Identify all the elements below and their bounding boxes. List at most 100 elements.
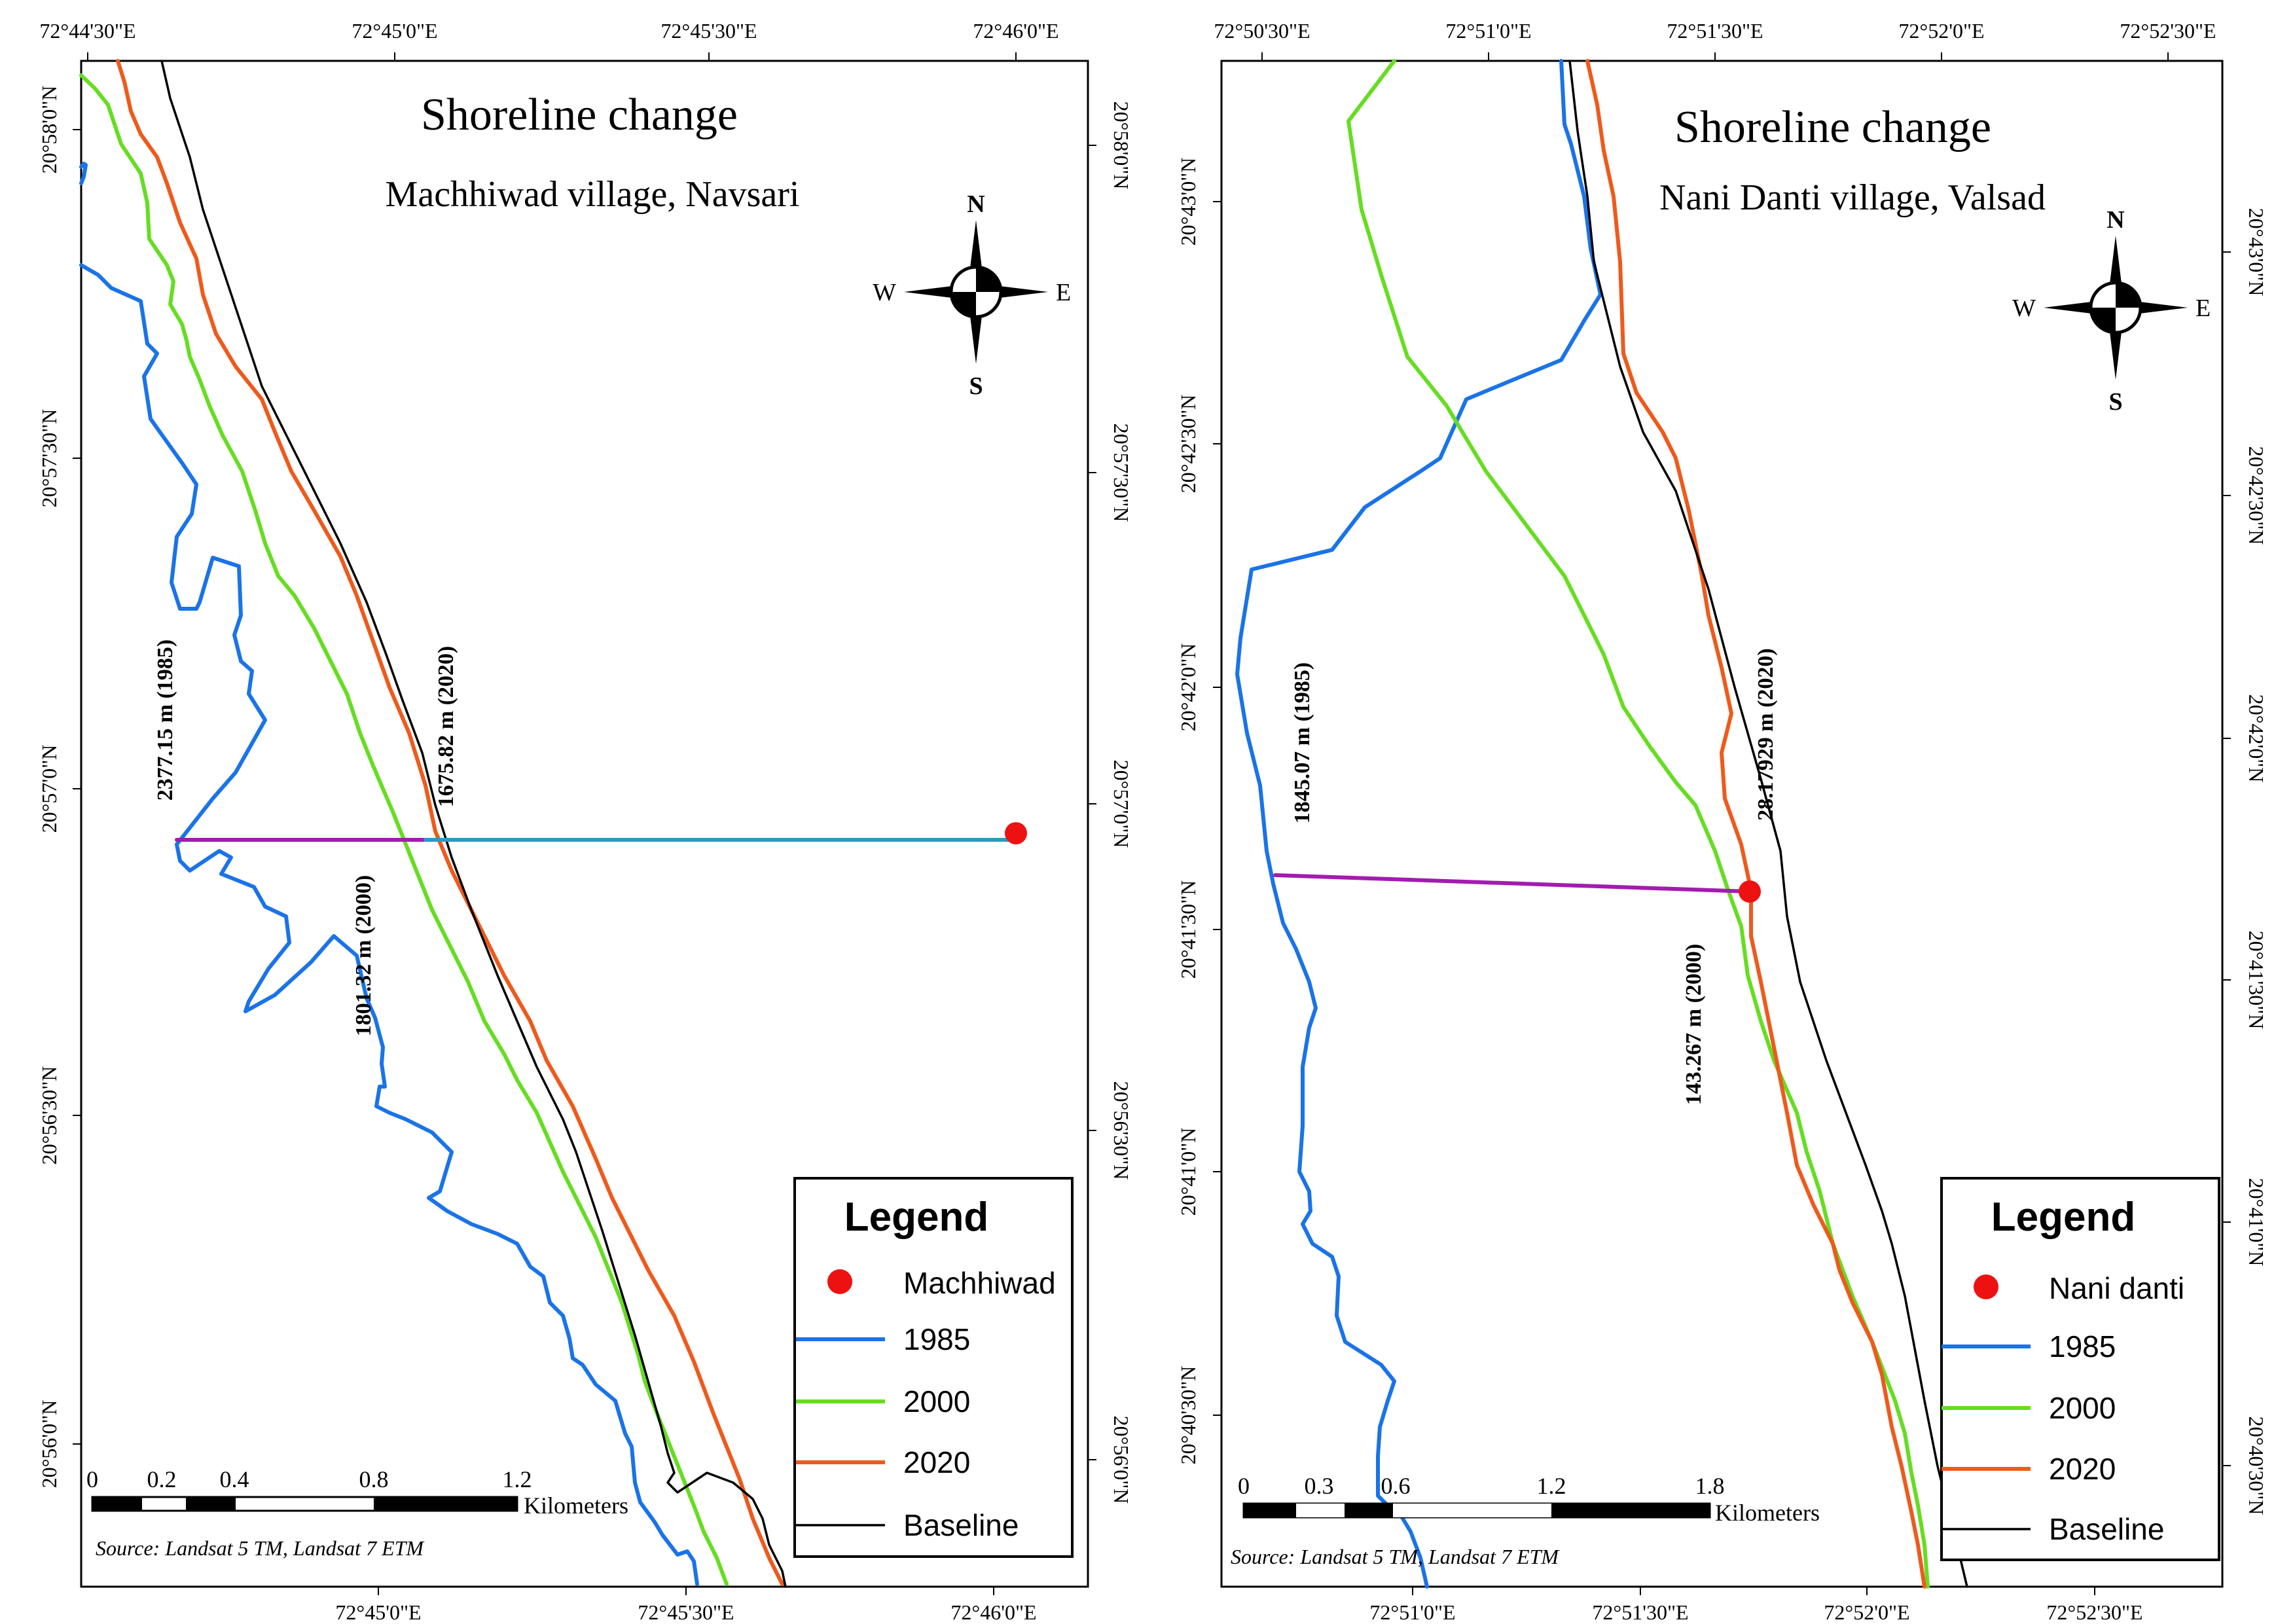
- left-lat-tick: 20°57'30"N: [37, 409, 61, 508]
- right-scale-tick: 0.6: [1381, 1473, 1411, 1499]
- compass-label-n: N: [967, 190, 985, 218]
- right-distance-2000: 143.267 m (2000): [1682, 944, 1706, 1105]
- right-legend: Legend Nani danti 1985 2000 2020 Baselin…: [1940, 1177, 2220, 1561]
- left-top-tick: 72°45'0"E: [352, 19, 437, 43]
- compass-label-s: S: [2108, 388, 2122, 416]
- right-bottom-tick: 72°52'0"E: [1824, 1600, 1909, 1624]
- machhiwad-point: [1005, 822, 1027, 844]
- right-lat-tick-right: 20°41'30"N: [2245, 931, 2268, 1030]
- right-lat-tick-right: 20°41'0"N: [2245, 1178, 2268, 1267]
- left-distance-1985: 2377.15 m (1985): [153, 640, 177, 801]
- right-lat-tick: 20°40'30"N: [1176, 1366, 1200, 1465]
- left-bottom-tick: 72°45'30"E: [638, 1600, 734, 1624]
- left-tick-marks: [73, 52, 1096, 1595]
- right-bottom-tick: 72°51'0"E: [1369, 1600, 1455, 1624]
- right-bottom-tick: 72°51'30"E: [1592, 1600, 1688, 1624]
- left-scale-unit: Kilometers: [524, 1492, 628, 1519]
- right-tick-marks: [1213, 52, 2231, 1595]
- right-lat-tick: 20°43'0"N: [1176, 158, 1200, 246]
- right-legend-2020-label: 2020: [2049, 1452, 2116, 1486]
- right-top-tick: 72°52'30"E: [2120, 19, 2216, 43]
- left-north-arrow: N S E W: [873, 190, 1071, 400]
- left-bottom-tick: 72°45'0"E: [335, 1600, 421, 1624]
- left-lat-tick: 20°56'30"N: [37, 1066, 61, 1165]
- left-lat-tick: 20°57'0"N: [37, 745, 61, 833]
- compass-label-s: S: [969, 372, 983, 400]
- left-lat-tick-right: 20°57'30"N: [1110, 424, 1133, 522]
- right-top-tick: 72°50'30"E: [1214, 19, 1310, 43]
- left-distance-2020: 1675.82 m (2020): [434, 646, 458, 807]
- right-map: 72°50'30"E 72°51'0"E 72°51'30"E 72°52'0"…: [1176, 19, 2268, 1624]
- left-legend-title: Legend: [844, 1195, 988, 1240]
- right-bottom-tick: 72°52'30"E: [2046, 1600, 2142, 1624]
- right-top-tick: 72°52'0"E: [1898, 19, 1984, 43]
- left-scale-bar: 0 0.2 0.4 0.8 1.2 Kilometers: [86, 1466, 628, 1519]
- compass-label-w: W: [873, 279, 896, 306]
- right-source-note: Source: Landsat 5 TM, Landsat 7 ETM: [1231, 1545, 1560, 1568]
- left-scale-tick: 1.2: [503, 1466, 532, 1492]
- right-legend-1985-label: 1985: [2049, 1329, 2116, 1363]
- left-bottom-tick: 72°46'0"E: [950, 1600, 1036, 1624]
- right-scale-tick: 1.8: [1695, 1473, 1725, 1499]
- left-lat-tick: 20°58'0"N: [37, 86, 61, 174]
- right-lat-tick: 20°41'0"N: [1176, 1128, 1200, 1216]
- right-map-title: Shoreline change: [1674, 102, 1991, 153]
- nani-danti-point: [1739, 880, 1761, 903]
- compass-label-e: E: [1056, 279, 1071, 306]
- right-distance-1985: 1845.07 m (1985): [1290, 662, 1314, 823]
- right-map-subtitle: Nani Danti village, Valsad: [1659, 177, 2046, 218]
- left-lat-tick-right: 20°56'30"N: [1110, 1081, 1133, 1180]
- left-legend-box: [793, 1177, 1074, 1558]
- left-legend-2020-label: 2020: [903, 1445, 970, 1479]
- right-distance-2020: 28.17929 m (2020): [1754, 648, 1778, 820]
- left-legend: Legend Machhiwad 1985 2000 2020 Baseline: [793, 1177, 1074, 1558]
- left-baseline: [160, 60, 787, 1588]
- left-source-note: Source: Landsat 5 TM, Landsat 7 ETM: [96, 1536, 425, 1560]
- left-legend-point-symbol: [827, 1269, 852, 1294]
- right-scale-tick: 0.3: [1305, 1473, 1334, 1499]
- right-scale-bar: 0 0.3 0.6 1.2 1.8 Kilometers: [1238, 1473, 1820, 1526]
- left-shoreline-2020: [116, 59, 784, 1586]
- left-legend-point-label: Machhiwad: [903, 1266, 1056, 1300]
- right-lat-tick: 20°42'0"N: [1176, 643, 1200, 732]
- left-lat-tick: 20°56'0"N: [37, 1400, 61, 1489]
- left-distance-2000: 1801.32 m (2000): [352, 875, 376, 1036]
- left-scale-tick: 0.8: [359, 1466, 389, 1492]
- left-scale-tick: 0.2: [147, 1466, 177, 1492]
- right-legend-2000-label: 2000: [2049, 1391, 2116, 1425]
- left-scale-tick: 0.4: [220, 1466, 249, 1492]
- left-top-tick: 72°46'0"E: [973, 19, 1058, 43]
- right-scale-tick: 0: [1238, 1473, 1250, 1499]
- right-top-tick: 72°51'30"E: [1667, 19, 1763, 43]
- right-shoreline-1985: [1235, 59, 1602, 1589]
- right-shoreline-2020: [1585, 59, 1926, 1589]
- left-map-subtitle: Machhiwad village, Navsari: [386, 174, 800, 215]
- right-legend-point-label: Nani danti: [2049, 1271, 2184, 1305]
- right-transect: [1273, 873, 1752, 893]
- right-north-arrow: N S E W: [2012, 206, 2211, 416]
- left-lat-tick-right: 20°57'0"N: [1110, 760, 1133, 848]
- left-shoreline-2000: [79, 73, 729, 1586]
- right-legend-baseline-label: Baseline: [2049, 1512, 2164, 1546]
- left-map: 72°44'30"E 72°45'0"E 72°45'30"E 72°46'0"…: [37, 19, 1133, 1624]
- left-map-title: Shoreline change: [421, 90, 738, 140]
- right-lat-tick-right: 20°40'30"N: [2245, 1416, 2268, 1515]
- right-shoreline-2000: [1346, 59, 1930, 1589]
- left-lat-tick-right: 20°58'0"N: [1110, 101, 1133, 190]
- right-lat-tick: 20°41'30"N: [1176, 880, 1200, 979]
- right-lat-tick: 20°42'30"N: [1176, 395, 1200, 494]
- right-lat-tick-right: 20°42'0"N: [2245, 695, 2268, 783]
- right-legend-point-symbol: [1974, 1274, 1998, 1299]
- left-legend-2000-label: 2000: [903, 1384, 970, 1418]
- right-lat-tick-right: 20°42'30"N: [2245, 446, 2268, 545]
- right-scale-unit: Kilometers: [1715, 1500, 1820, 1526]
- right-lat-tick-right: 20°43'0"N: [2245, 208, 2268, 297]
- left-top-tick: 72°45'30"E: [660, 19, 757, 43]
- right-top-tick: 72°51'0"E: [1445, 19, 1531, 43]
- compass-label-w: W: [2012, 295, 2036, 322]
- right-legend-title: Legend: [1991, 1195, 2135, 1240]
- compass-label-e: E: [2196, 295, 2211, 322]
- left-top-tick: 72°44'30"E: [39, 19, 136, 43]
- left-legend-baseline-label: Baseline: [903, 1508, 1019, 1542]
